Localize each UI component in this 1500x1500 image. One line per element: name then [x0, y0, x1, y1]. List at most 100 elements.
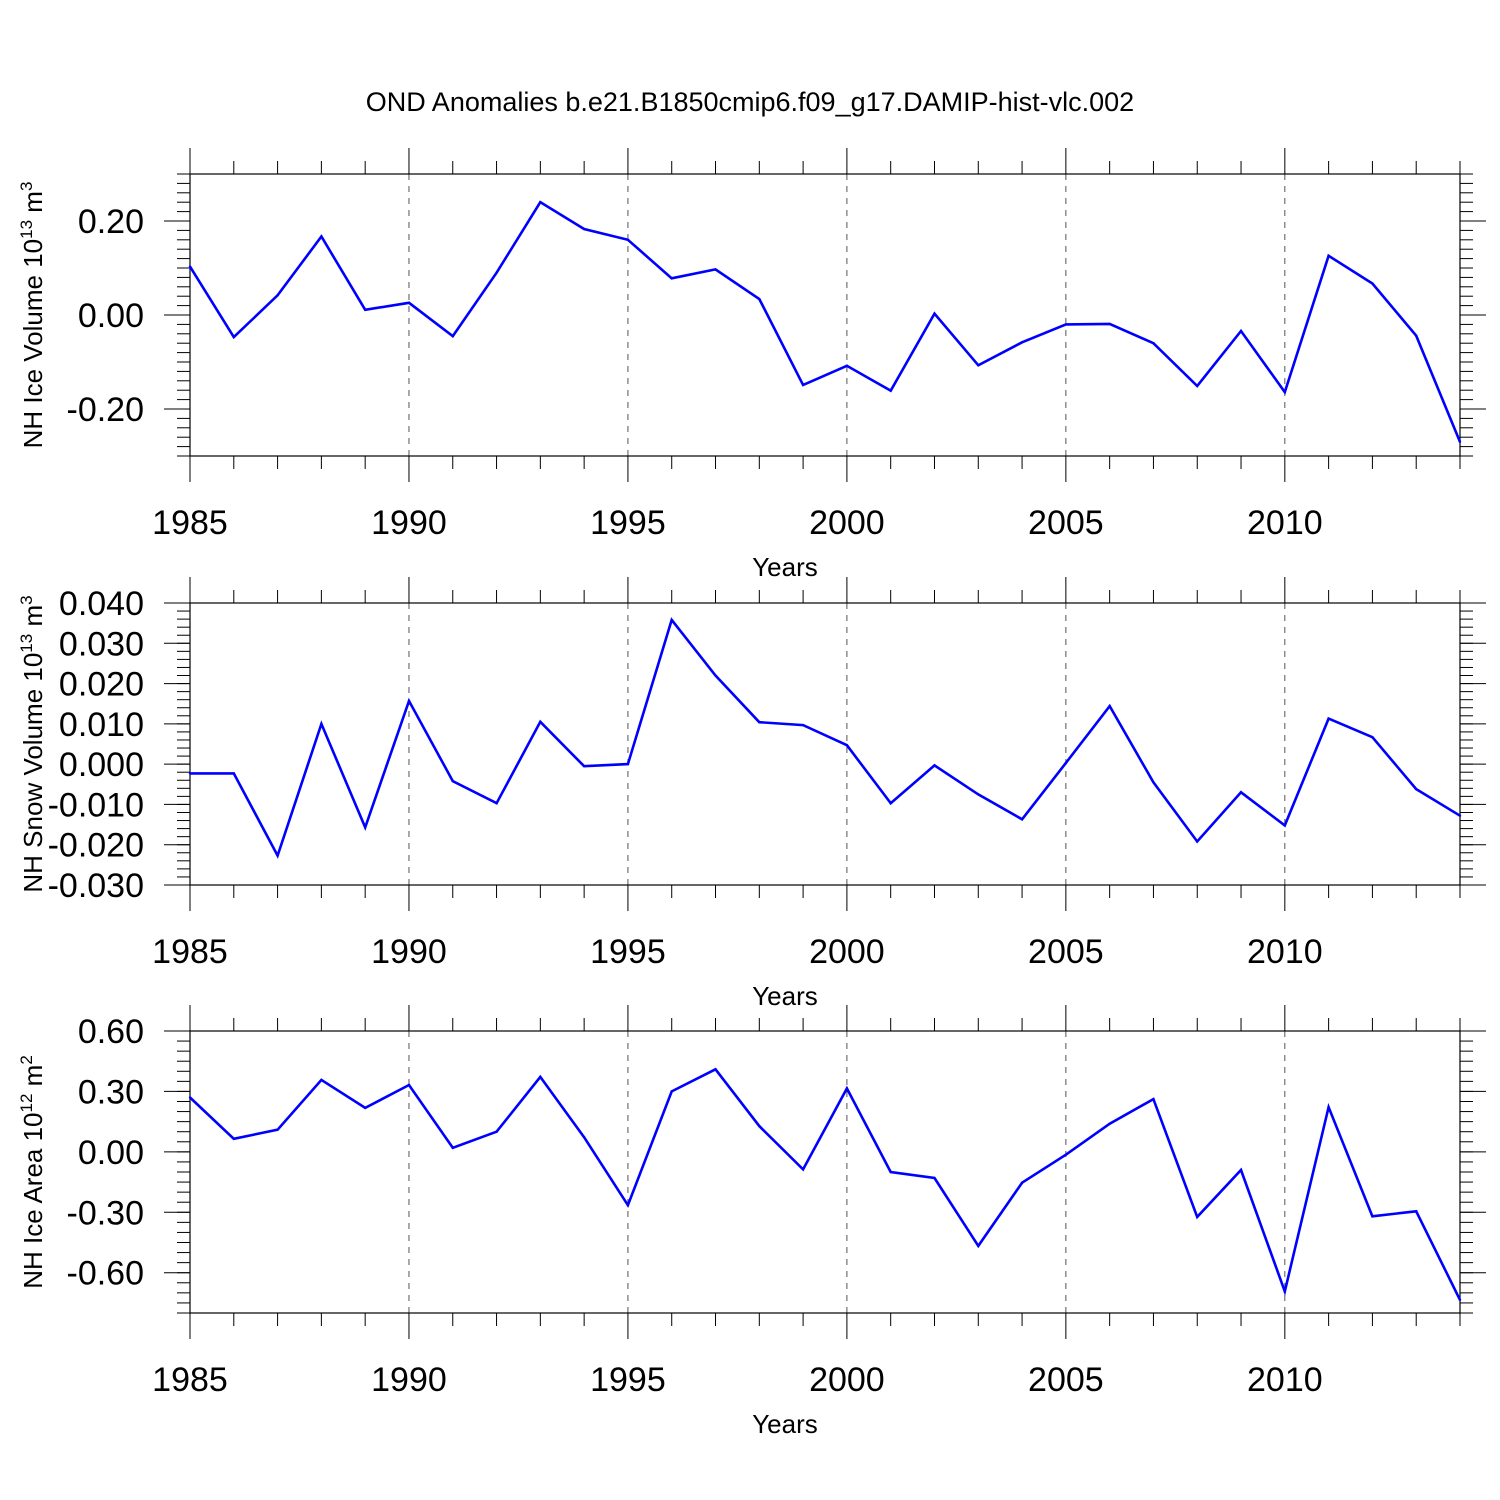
panel-2-ytick-label: -0.010 [48, 786, 144, 824]
panel-3-data-point [933, 1176, 936, 1180]
panel-1-xtick-label: 2010 [1247, 504, 1323, 542]
panel-1-data-point [232, 335, 235, 339]
panel-1-data-point [320, 235, 323, 238]
panel-1-y-axis-title: NH Ice Volume 1013 m3 [17, 182, 48, 449]
panel-3-data-point [451, 1146, 454, 1150]
panel-3-data-point [495, 1130, 498, 1133]
panel-2-frame [189, 602, 1461, 886]
panel-3-data-point [1371, 1215, 1374, 1218]
panel-3: -0.60 -0.30 0.00 0.30 0.60 1985 1990 1995 2000 20… [17, 1005, 1486, 1439]
panel-1-data-point [933, 312, 936, 315]
panel-1-data-point [1020, 341, 1024, 344]
panel-3-data-point [188, 1096, 192, 1099]
panel-2-data-point [451, 779, 454, 783]
panel-1-data-point [977, 364, 980, 367]
panel-2-data-point [1283, 824, 1287, 827]
panel-3-data-point [363, 1106, 367, 1110]
panel-2-y-title-sup: 3 [17, 595, 36, 604]
panel-3-data-point [1108, 1122, 1111, 1125]
panel-3-data-point [889, 1170, 892, 1174]
panel-2-data-point [276, 854, 279, 857]
panel-1: -0.20 0.00 0.20 1985 1990 1995 2000 2005 2010 Yea… [17, 148, 1486, 582]
panel-3-data-point [582, 1135, 586, 1139]
panel-1-data-point [801, 383, 805, 387]
panel-3-data-point [1064, 1153, 1068, 1156]
panel-1-data-point [1458, 440, 1462, 444]
panel-3-ytick-label: 0.30 [78, 1073, 144, 1111]
panel-3-xtick-label: 1995 [590, 1361, 666, 1399]
panel-1-data-point [1152, 342, 1155, 345]
panel-3-xtick-label: 2010 [1247, 1361, 1323, 1399]
panel-2-data-point [977, 793, 980, 796]
panel-3-data-point [758, 1124, 761, 1128]
panel-2-data-point [1327, 717, 1330, 720]
panel-3-y-title-part: m [18, 1065, 48, 1094]
panel-1-frame [189, 173, 1461, 457]
panel-1-data-point [407, 301, 411, 304]
panel-2-data-point [889, 802, 892, 805]
panel-3-data-point [1020, 1181, 1024, 1184]
panel-1-xtick-label: 1990 [371, 504, 447, 542]
panel-2-ytick-label: 0.040 [59, 585, 144, 623]
panel-2-y-title-part: m [18, 605, 48, 634]
panel-3-xtick-label: 1990 [371, 1361, 447, 1399]
chart-title: OND Anomalies b.e21.B1850cmip6.f09_g17.D… [366, 87, 1134, 117]
panel-2-data-point [320, 722, 323, 726]
panel-2-data-point [1415, 787, 1418, 791]
panel-2-xtick-label: 2010 [1247, 933, 1323, 971]
panel-1-xtick-label: 1985 [152, 504, 228, 542]
panel-3-data-point [407, 1083, 411, 1087]
panel-1-data-point [626, 238, 630, 241]
panel-1-data-point [495, 271, 498, 274]
panel-2: -0.030-0.020-0.0100.0000.0100.0200.0300.… [17, 577, 1486, 1011]
panel-1-data-point [276, 294, 279, 297]
panel-3-data-point [1458, 1298, 1462, 1302]
panel-2-series-line [190, 617, 1461, 859]
panel-1-data-point [582, 227, 586, 231]
panel-3-xtick-label: 2000 [809, 1361, 885, 1399]
panel-1-data-point [1283, 390, 1287, 394]
panel-3-data-point [670, 1090, 673, 1093]
panel-3-data-point [801, 1168, 805, 1171]
panel-2-data-point [1064, 761, 1068, 765]
panel-3-x-axis-title: Years [752, 1409, 818, 1439]
panel-1-y-title-part: NH Ice Volume 10 [18, 239, 48, 449]
panel-2-data-point [626, 762, 630, 766]
panel-3-data-point [714, 1068, 717, 1071]
panel-3-data-point [1327, 1105, 1330, 1109]
panel-1-data-point [670, 277, 673, 280]
panel-2-y-title-sup: 13 [17, 634, 36, 653]
panel-3-data-point [1283, 1290, 1287, 1293]
panel-1-data-point [1064, 323, 1068, 326]
panel-2-data-point [582, 764, 586, 768]
panel-2-xtick-label: 1995 [590, 933, 666, 971]
panel-2-xtick-label: 2005 [1028, 933, 1104, 971]
panel-3-data-point [320, 1078, 323, 1082]
panel-2-ytick-label: 0.020 [59, 666, 144, 704]
panel-3-ytick-label: 0.00 [78, 1134, 144, 1172]
panel-1-data-point [845, 364, 849, 367]
panel-2-data-point [1020, 818, 1024, 821]
panel-1-y-title-part: m [18, 191, 48, 220]
panel-2-data-point [495, 802, 498, 805]
panel-2-x-axis-title: Years [752, 981, 818, 1011]
panel-1-data-point [889, 389, 892, 392]
panel-1-series-line [188, 200, 1462, 443]
panel-2-y-title-part: NH Snow Volume 10 [18, 653, 48, 893]
panel-2-data-point [933, 764, 936, 767]
panel-1-xtick-label: 2005 [1028, 504, 1104, 542]
panel-2-data-point [1458, 814, 1462, 817]
panel-3-xtick-label: 1985 [152, 1361, 228, 1399]
panel-1-ytick-label: 0.00 [78, 297, 144, 335]
panel-2-data-point [407, 699, 411, 703]
panel-3-data-point [1239, 1168, 1243, 1172]
panel-3-ytick-label: 0.60 [78, 1013, 144, 1051]
panel-1-data-point [1415, 334, 1418, 337]
panel-1-y-title-sup: 13 [17, 220, 36, 239]
panel-1-ytick-label: 0.20 [78, 203, 144, 241]
panel-3-data-point [977, 1244, 980, 1248]
panel-2-ytick-label: -0.030 [48, 867, 144, 905]
panel-2-data-point [539, 720, 542, 724]
panel-3-y-title-part: NH Ice Area 10 [18, 1112, 48, 1288]
